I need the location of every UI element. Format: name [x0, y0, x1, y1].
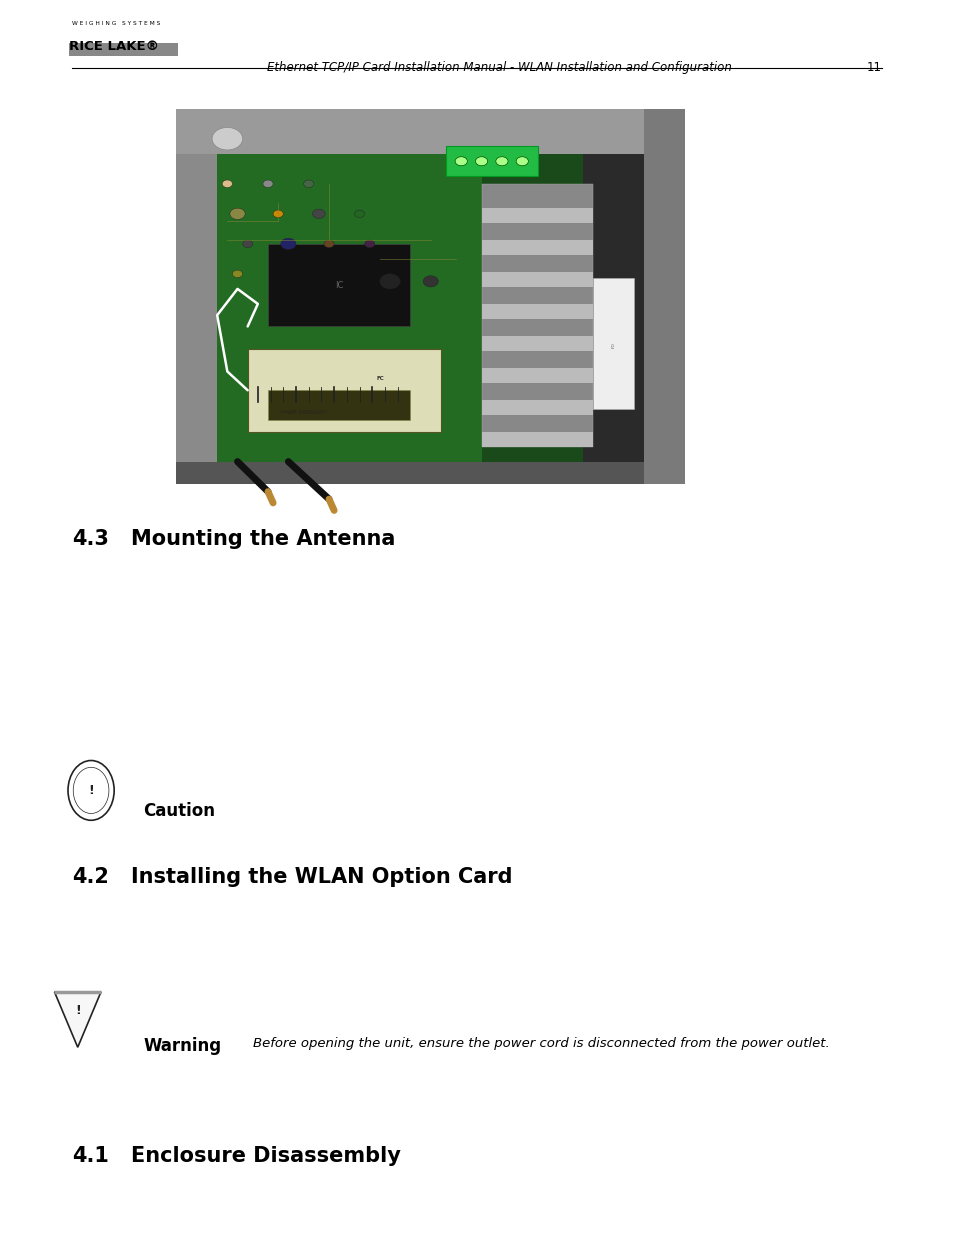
FancyBboxPatch shape [481, 240, 593, 256]
FancyBboxPatch shape [268, 243, 410, 326]
Circle shape [364, 240, 375, 247]
Text: LANTRONIX WiPort: LANTRONIX WiPort [280, 406, 326, 411]
FancyBboxPatch shape [481, 400, 593, 415]
Text: Mounting the Antenna: Mounting the Antenna [131, 529, 395, 548]
Text: Enclosure Disassembly: Enclosure Disassembly [131, 1146, 400, 1166]
FancyBboxPatch shape [217, 153, 582, 462]
Text: I/O: I/O [611, 342, 615, 348]
Circle shape [280, 238, 295, 249]
Text: 4.2: 4.2 [71, 867, 109, 887]
FancyBboxPatch shape [176, 109, 684, 484]
FancyBboxPatch shape [481, 336, 593, 351]
FancyBboxPatch shape [643, 109, 684, 484]
Circle shape [355, 210, 364, 217]
FancyBboxPatch shape [176, 462, 684, 484]
Circle shape [222, 180, 233, 188]
Text: 4.1: 4.1 [71, 1146, 109, 1166]
Text: !: ! [74, 1004, 80, 1018]
Circle shape [313, 209, 325, 219]
FancyBboxPatch shape [176, 109, 684, 153]
FancyBboxPatch shape [176, 109, 217, 484]
Circle shape [230, 209, 245, 220]
FancyBboxPatch shape [481, 272, 593, 287]
Circle shape [455, 157, 467, 165]
Circle shape [423, 275, 437, 287]
Circle shape [233, 270, 242, 278]
Text: Caution: Caution [143, 802, 215, 820]
Circle shape [324, 240, 334, 247]
FancyBboxPatch shape [217, 153, 481, 462]
FancyBboxPatch shape [445, 146, 537, 177]
Text: 4.3: 4.3 [71, 529, 109, 548]
Text: Installing the WLAN Option Card: Installing the WLAN Option Card [131, 867, 512, 887]
FancyBboxPatch shape [268, 390, 410, 420]
Circle shape [273, 210, 283, 217]
FancyBboxPatch shape [69, 43, 178, 56]
Polygon shape [54, 992, 101, 1047]
Text: Before opening the unit, ensure the power cord is disconnected from the power ou: Before opening the unit, ensure the powe… [253, 1037, 829, 1051]
FancyBboxPatch shape [481, 304, 593, 319]
Circle shape [263, 180, 273, 188]
Circle shape [212, 127, 242, 149]
Text: Warning: Warning [143, 1037, 221, 1056]
FancyBboxPatch shape [481, 209, 593, 224]
FancyBboxPatch shape [248, 350, 440, 431]
Text: 11: 11 [866, 61, 882, 74]
FancyBboxPatch shape [593, 278, 634, 409]
Text: IC: IC [335, 280, 343, 290]
Text: Ethernet TCP/IP Card Installation Manual - WLAN Installation and Configuration: Ethernet TCP/IP Card Installation Manual… [267, 61, 731, 74]
FancyBboxPatch shape [481, 368, 593, 383]
FancyBboxPatch shape [481, 431, 593, 447]
FancyBboxPatch shape [481, 184, 593, 447]
Circle shape [379, 274, 400, 289]
Circle shape [242, 240, 253, 247]
Circle shape [303, 180, 314, 188]
Text: FC: FC [375, 377, 383, 382]
Circle shape [475, 157, 487, 165]
Circle shape [516, 157, 528, 165]
Text: RICE LAKE®: RICE LAKE® [69, 40, 158, 53]
Text: !: ! [88, 784, 93, 797]
Text: W E I G H I N G   S Y S T E M S: W E I G H I N G S Y S T E M S [71, 21, 160, 26]
Circle shape [496, 157, 508, 165]
